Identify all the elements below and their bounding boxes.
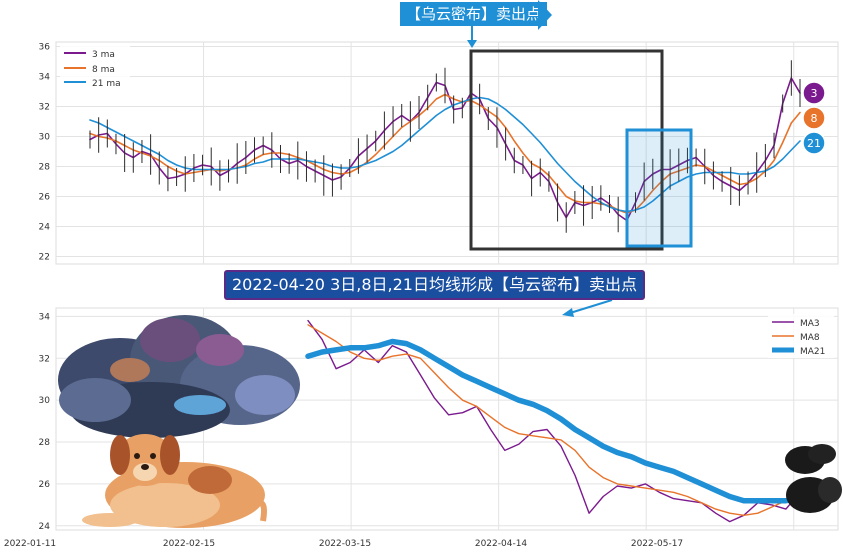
series-line-21-ma <box>89 96 801 213</box>
y-tick-label: 28 <box>39 163 51 173</box>
dog-illustration <box>82 434 267 528</box>
badge-3-label: 3 <box>811 87 818 100</box>
y-tick-label: 30 <box>39 396 51 406</box>
series-line-ma8 <box>307 324 801 516</box>
y-tick-label: 32 <box>39 103 50 113</box>
badge-8 <box>802 106 826 130</box>
bottom-series <box>305 319 803 523</box>
series-line-ma21 <box>305 338 803 504</box>
top-callout-arrow <box>538 0 552 30</box>
mid-callout-label: 2022-04-20 3日,8日,21日均线形成【乌云密布】卖出点 <box>224 270 645 300</box>
badge-21 <box>802 131 826 155</box>
legend-label-MA8: MA8 <box>800 333 820 343</box>
x-tick-label: 2022-03-15 <box>319 539 371 549</box>
ma-badges: 3 8 21 <box>802 81 826 155</box>
badge-3 <box>802 81 826 105</box>
top-y-axis: 22 24 26 28 30 32 34 36 <box>39 43 51 263</box>
y-tick-label: 26 <box>39 193 51 203</box>
y-tick-label: 22 <box>39 253 50 263</box>
y-tick-label: 28 <box>39 438 51 448</box>
badge-21-label: 21 <box>807 137 821 150</box>
bottom-y-axis: 24 26 28 30 32 34 <box>39 312 51 531</box>
legend-label-8ma: 8 ma <box>92 65 115 75</box>
top-grid <box>56 42 838 264</box>
y-tick-label: 24 <box>39 522 51 532</box>
mid-callout-pointer <box>569 299 613 314</box>
legend-label-3ma: 3 ma <box>92 50 115 60</box>
small-storm-cloud <box>785 444 842 513</box>
bottom-legend: MA3 MA8 MA21 <box>768 314 834 358</box>
legend-label-21ma: 21 ma <box>92 79 121 89</box>
x-tick-label: 2022-01-11 <box>4 539 56 549</box>
series-line-ma3 <box>307 319 801 523</box>
x-tick-label: 2022-04-14 <box>475 539 528 549</box>
top-callout-label: 【乌云密布】卖出点 <box>400 2 548 26</box>
top-callout-pointer-head <box>467 40 477 48</box>
signal-highlight-box <box>625 128 693 248</box>
bottom-x-axis: 2022-01-11 2022-02-15 2022-03-15 2022-04-14… <box>4 539 683 549</box>
signal-region-box <box>469 49 664 251</box>
y-tick-label: 36 <box>39 43 51 53</box>
y-tick-label: 34 <box>39 73 51 83</box>
x-tick-label: 2022-02-15 <box>163 539 215 549</box>
top-plot-area <box>55 41 839 265</box>
y-tick-label: 34 <box>39 312 51 322</box>
y-tick-label: 30 <box>39 133 51 143</box>
y-tick-label: 24 <box>39 223 51 233</box>
legend-label-MA21: MA21 <box>800 347 825 357</box>
x-tick-label: 2022-05-17 <box>631 539 683 549</box>
y-tick-label: 32 <box>39 354 50 364</box>
top-legend: 3 ma 8 ma 21 ma <box>60 46 130 90</box>
top-series <box>89 60 801 235</box>
storm-cloud-illustration <box>58 315 300 438</box>
legend-label-MA3: MA3 <box>800 319 820 329</box>
mid-callout-pointer-head <box>562 308 574 317</box>
y-tick-label: 26 <box>39 480 51 490</box>
badge-8-label: 8 <box>811 112 818 125</box>
